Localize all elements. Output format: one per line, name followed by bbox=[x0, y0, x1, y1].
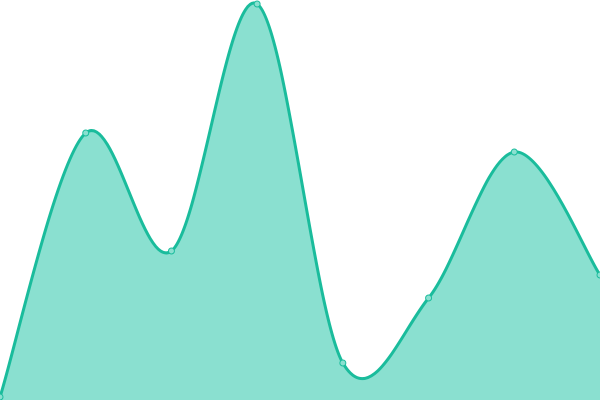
data-point-1[interactable] bbox=[82, 129, 90, 137]
data-point-3[interactable] bbox=[253, 0, 261, 8]
series-area bbox=[0, 3, 600, 400]
data-point-0[interactable] bbox=[0, 393, 4, 400]
data-point-4[interactable] bbox=[339, 359, 347, 367]
data-point-2[interactable] bbox=[167, 247, 175, 255]
data-point-5[interactable] bbox=[425, 294, 433, 302]
data-point-7[interactable] bbox=[596, 271, 600, 279]
data-point-6[interactable] bbox=[510, 148, 518, 156]
